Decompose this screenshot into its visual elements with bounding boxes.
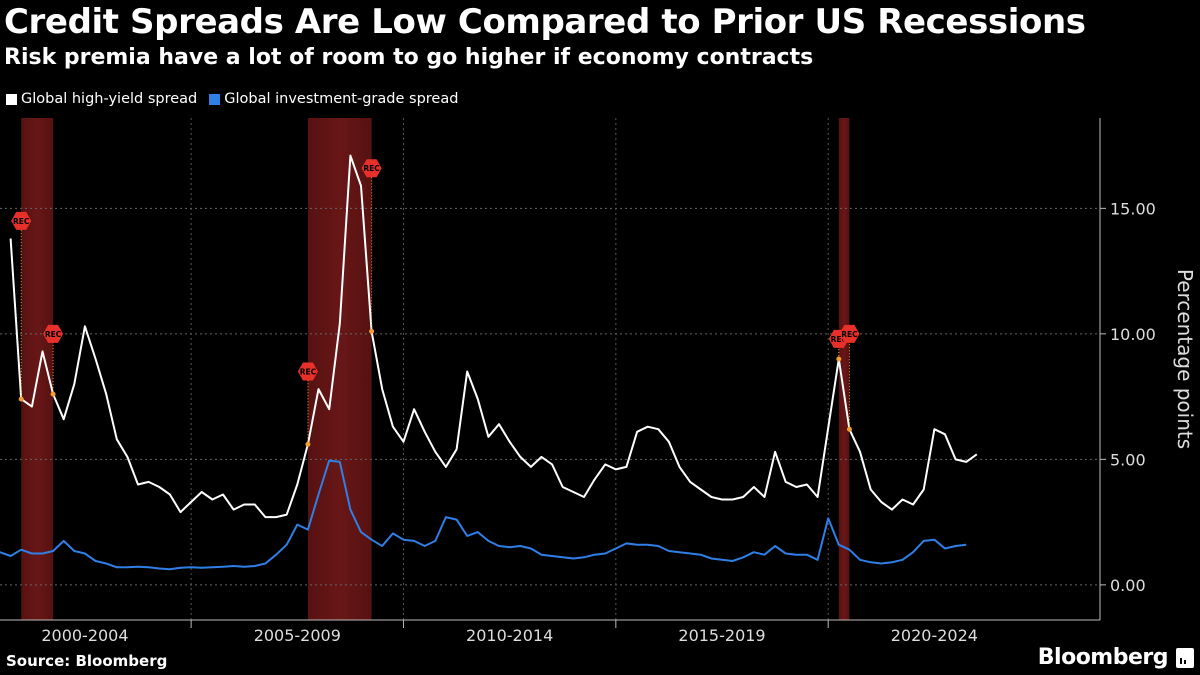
rec-dot-5 [836,356,842,362]
rec-tag-1 [11,211,32,230]
rec-tag-label-2: REC [45,330,62,339]
bloomberg-chart-icon [1176,648,1194,668]
high-yield-line [9,154,978,519]
rec-tag-label-1: REC [13,217,30,226]
x-tick-label-5: 2020-2024 [891,626,978,645]
recession-bands [21,118,850,620]
gridlines [0,118,1100,620]
chart-title: Credit Spreads Are Low Compared to Prior… [4,2,1086,42]
rec-tag-3 [297,362,318,381]
chart-subtitle: Risk premia have a lot of room to go hig… [4,45,814,70]
rec-dot-6 [846,426,852,432]
rec-dot-4 [369,328,375,334]
y-tick-label-0: 0.00 [1110,576,1146,595]
legend-label-high-yield: Global high-yield spread [21,91,198,107]
rec-tag-4 [361,159,382,178]
investment-grade-swatch [209,93,221,105]
rec-tag-6 [839,324,860,343]
rec-tag-label-3: REC [300,368,317,377]
rec-tag-label-4: REC [363,164,380,173]
rec-tag-2 [43,324,64,343]
recession-band-1 [21,118,54,620]
recession-band-2 [307,118,372,620]
rec-dot-3 [305,441,311,447]
x-tick-label-4: 2015-2019 [678,626,765,645]
x-tick-label-3: 2010-2014 [466,626,553,645]
x-tick-label-2: 2005-2009 [254,626,341,645]
rec-tag-label-6: REC [841,330,858,339]
rec-dot-1 [18,396,24,402]
series-lines [0,154,978,571]
source-note: Source: Bloomberg [6,652,168,670]
investment-grade-line [0,459,967,571]
legend-item-investment-grade: Global investment-grade spread [209,91,458,107]
axes: 0.00 5.00 10.00 15.00 2000-2004 2005-2009 2010… [0,118,1197,645]
rec-dot-2 [50,391,56,397]
y-tick-label-10: 10.00 [1110,325,1156,344]
x-tick-label-1: 2000-2004 [41,626,128,645]
legend-item-high-yield: Global high-yield spread [6,91,197,107]
legend: Global high-yield spread Global investme… [6,91,458,107]
high-yield-swatch [6,93,17,105]
rec-tag-label-5: REC [831,335,848,344]
y-axis-title: Percentage points [1173,269,1197,449]
y-tick-label-5: 5.00 [1110,450,1146,469]
y-tick-label-15: 15.00 [1110,199,1156,218]
brand-logo-text: Bloomberg [1037,645,1169,670]
legend-label-investment-grade: Global investment-grade spread [224,91,459,107]
recession-band-3 [838,118,850,620]
